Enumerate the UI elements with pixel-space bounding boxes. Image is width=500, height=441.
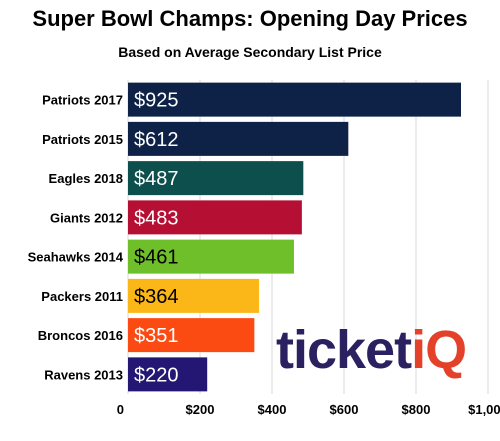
x-tick-label: 0: [117, 402, 124, 417]
value-label: $461: [134, 247, 179, 269]
logo-text-main: ticket: [276, 320, 412, 380]
category-label: Patriots 2017: [42, 93, 123, 108]
category-label: Eagles 2018: [49, 171, 123, 186]
bar: [128, 121, 349, 156]
value-label: $487: [134, 168, 179, 190]
ticketiq-logo: ticketiQ: [276, 320, 467, 380]
value-labels: $925 $612 $487 $483 $461 $364 $351 $220: [134, 90, 179, 387]
bar: [128, 82, 461, 117]
x-tick-label: $600: [330, 402, 359, 417]
bar: [128, 239, 294, 274]
value-label: $220: [134, 364, 179, 386]
value-label: $351: [134, 325, 179, 347]
value-label: $612: [134, 129, 179, 151]
category-label: Patriots 2015: [42, 132, 123, 147]
bar: [128, 161, 304, 196]
bar: [128, 318, 255, 353]
x-tick-label: $200: [186, 402, 215, 417]
logo-text-accent: iQ: [411, 320, 467, 380]
x-tick-label: $800: [402, 402, 431, 417]
bars: [128, 82, 461, 392]
chart-subtitle: Based on Average Secondary List Price: [118, 44, 382, 60]
value-label: $364: [134, 286, 179, 308]
category-label: Ravens 2013: [44, 367, 123, 382]
category-label: Seahawks 2014: [28, 250, 124, 265]
category-label: Packers 2011: [41, 289, 123, 304]
category-labels: Patriots 2017 Patriots 2015 Eagles 2018 Gia…: [28, 93, 124, 383]
x-tick-label: $1,000: [468, 402, 500, 417]
bar: [128, 357, 208, 392]
value-label: $483: [134, 207, 179, 229]
category-label: Giants 2012: [50, 210, 123, 225]
value-label: $925: [134, 90, 179, 112]
bar: [128, 278, 260, 313]
bar: [128, 200, 302, 235]
x-tick-label: $400: [258, 402, 287, 417]
x-tick-labels: 0 $200 $400 $600 $800 $1,000: [117, 402, 500, 417]
category-label: Broncos 2016: [38, 328, 123, 343]
chart-title: Super Bowl Champs: Opening Day Prices: [32, 6, 468, 31]
